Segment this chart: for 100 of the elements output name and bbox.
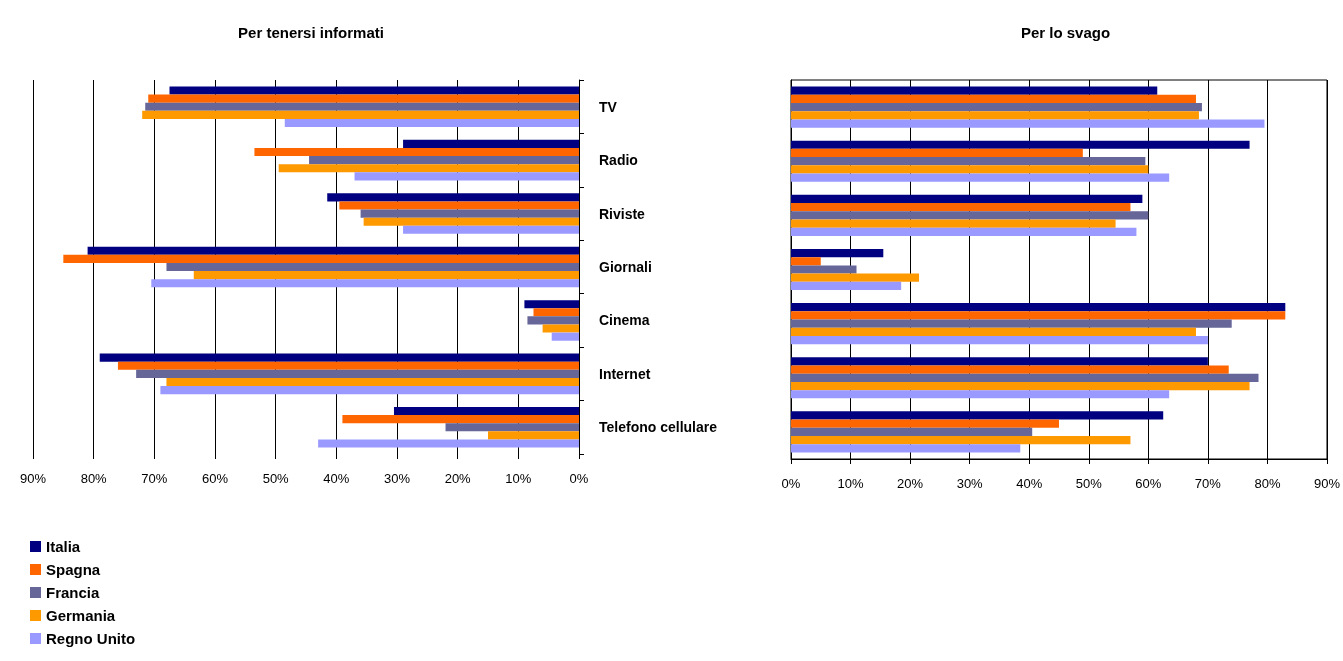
bar [791, 173, 1170, 182]
bar [169, 86, 579, 95]
bar [791, 157, 1146, 166]
y-tick-label: Riviste [599, 205, 646, 222]
x-tick-label: 30% [956, 476, 984, 491]
y-tick-label: Giornali [599, 259, 652, 275]
bar [309, 156, 579, 165]
bar [445, 423, 579, 432]
bar [403, 139, 579, 148]
bar [791, 148, 1083, 158]
bar [791, 94, 1196, 103]
bar [791, 411, 1164, 420]
x-tick-label: 60% [1135, 476, 1162, 491]
legend-label: Spagna [46, 561, 101, 578]
bar [791, 111, 1199, 120]
x-tick-label: 0% [569, 471, 589, 486]
bar [63, 254, 579, 263]
bar [488, 431, 579, 440]
bar [527, 316, 579, 325]
bar [791, 119, 1265, 128]
bar [524, 300, 579, 309]
legend-label: Regno Unito [46, 630, 136, 647]
x-tick-label: 20% [897, 476, 924, 491]
bar [193, 271, 579, 280]
bar [791, 219, 1116, 228]
x-tick-label: 90% [1313, 476, 1341, 491]
bar [791, 102, 1202, 112]
bar [142, 110, 579, 119]
bar [791, 373, 1259, 382]
bar [318, 439, 579, 448]
bar [791, 248, 884, 258]
x-tick-label: 10% [837, 476, 864, 491]
bar [791, 227, 1137, 236]
bar [284, 118, 579, 128]
bar [342, 415, 579, 424]
y-tick-label: Internet [599, 365, 651, 382]
y-tick-label: Radio [599, 152, 638, 169]
bar [360, 209, 579, 218]
bar [791, 194, 1143, 204]
bar [791, 140, 1250, 149]
x-tick-label: 60% [201, 471, 229, 486]
legend-label: Italia [46, 538, 81, 555]
bar [393, 406, 579, 416]
bar [791, 365, 1229, 374]
bar [542, 324, 579, 333]
x-tick-label: 80% [80, 471, 108, 486]
bar [791, 444, 1021, 453]
bar [791, 265, 857, 274]
bar [533, 308, 579, 317]
bar [791, 335, 1208, 345]
x-tick-label: 40% [1016, 476, 1043, 491]
bar [254, 147, 579, 157]
bar [145, 102, 579, 111]
bar [148, 94, 579, 103]
bar [791, 427, 1033, 437]
y-tick-label: Telefono cellulare [599, 419, 718, 436]
x-tick-label: 40% [323, 471, 350, 486]
y-tick-label: Cinema [599, 312, 650, 329]
legend-label: Francia [46, 584, 101, 601]
bar [791, 165, 1149, 174]
bar [791, 311, 1286, 320]
chart-title: Per lo svago [1020, 24, 1111, 41]
bar [327, 193, 579, 202]
bar [403, 225, 579, 234]
bar [117, 361, 579, 370]
x-tick-label: 10% [505, 471, 532, 486]
bar [791, 211, 1149, 220]
bar [354, 172, 579, 181]
bar [791, 303, 1286, 312]
x-tick-label: 50% [262, 471, 290, 486]
x-tick-label: 70% [1194, 476, 1222, 491]
bar [791, 281, 902, 291]
chart-title: Per tenersi informati [238, 24, 384, 41]
x-tick-label: 90% [19, 471, 47, 486]
bar [791, 381, 1250, 391]
bar [791, 257, 821, 266]
bar [278, 164, 579, 173]
bar [363, 217, 579, 226]
bar [791, 357, 1208, 366]
legend-label: Germania [46, 607, 116, 624]
x-tick-label: 80% [1254, 476, 1281, 491]
bar [136, 369, 579, 378]
bar [151, 279, 579, 288]
x-tick-label: 0% [781, 476, 801, 491]
bar [791, 436, 1131, 445]
bar [791, 203, 1131, 212]
y-tick-label: TV [599, 98, 618, 115]
bar [87, 246, 579, 255]
bar [160, 386, 579, 395]
x-tick-label: 70% [141, 471, 168, 486]
bar [166, 262, 579, 272]
bar [551, 332, 579, 341]
bar [791, 390, 1170, 399]
x-tick-label: 30% [383, 471, 411, 486]
bar [791, 419, 1059, 428]
bar [99, 353, 579, 362]
bar [791, 319, 1232, 328]
x-tick-label: 50% [1075, 476, 1103, 491]
bar [339, 201, 579, 210]
bar [791, 273, 920, 282]
